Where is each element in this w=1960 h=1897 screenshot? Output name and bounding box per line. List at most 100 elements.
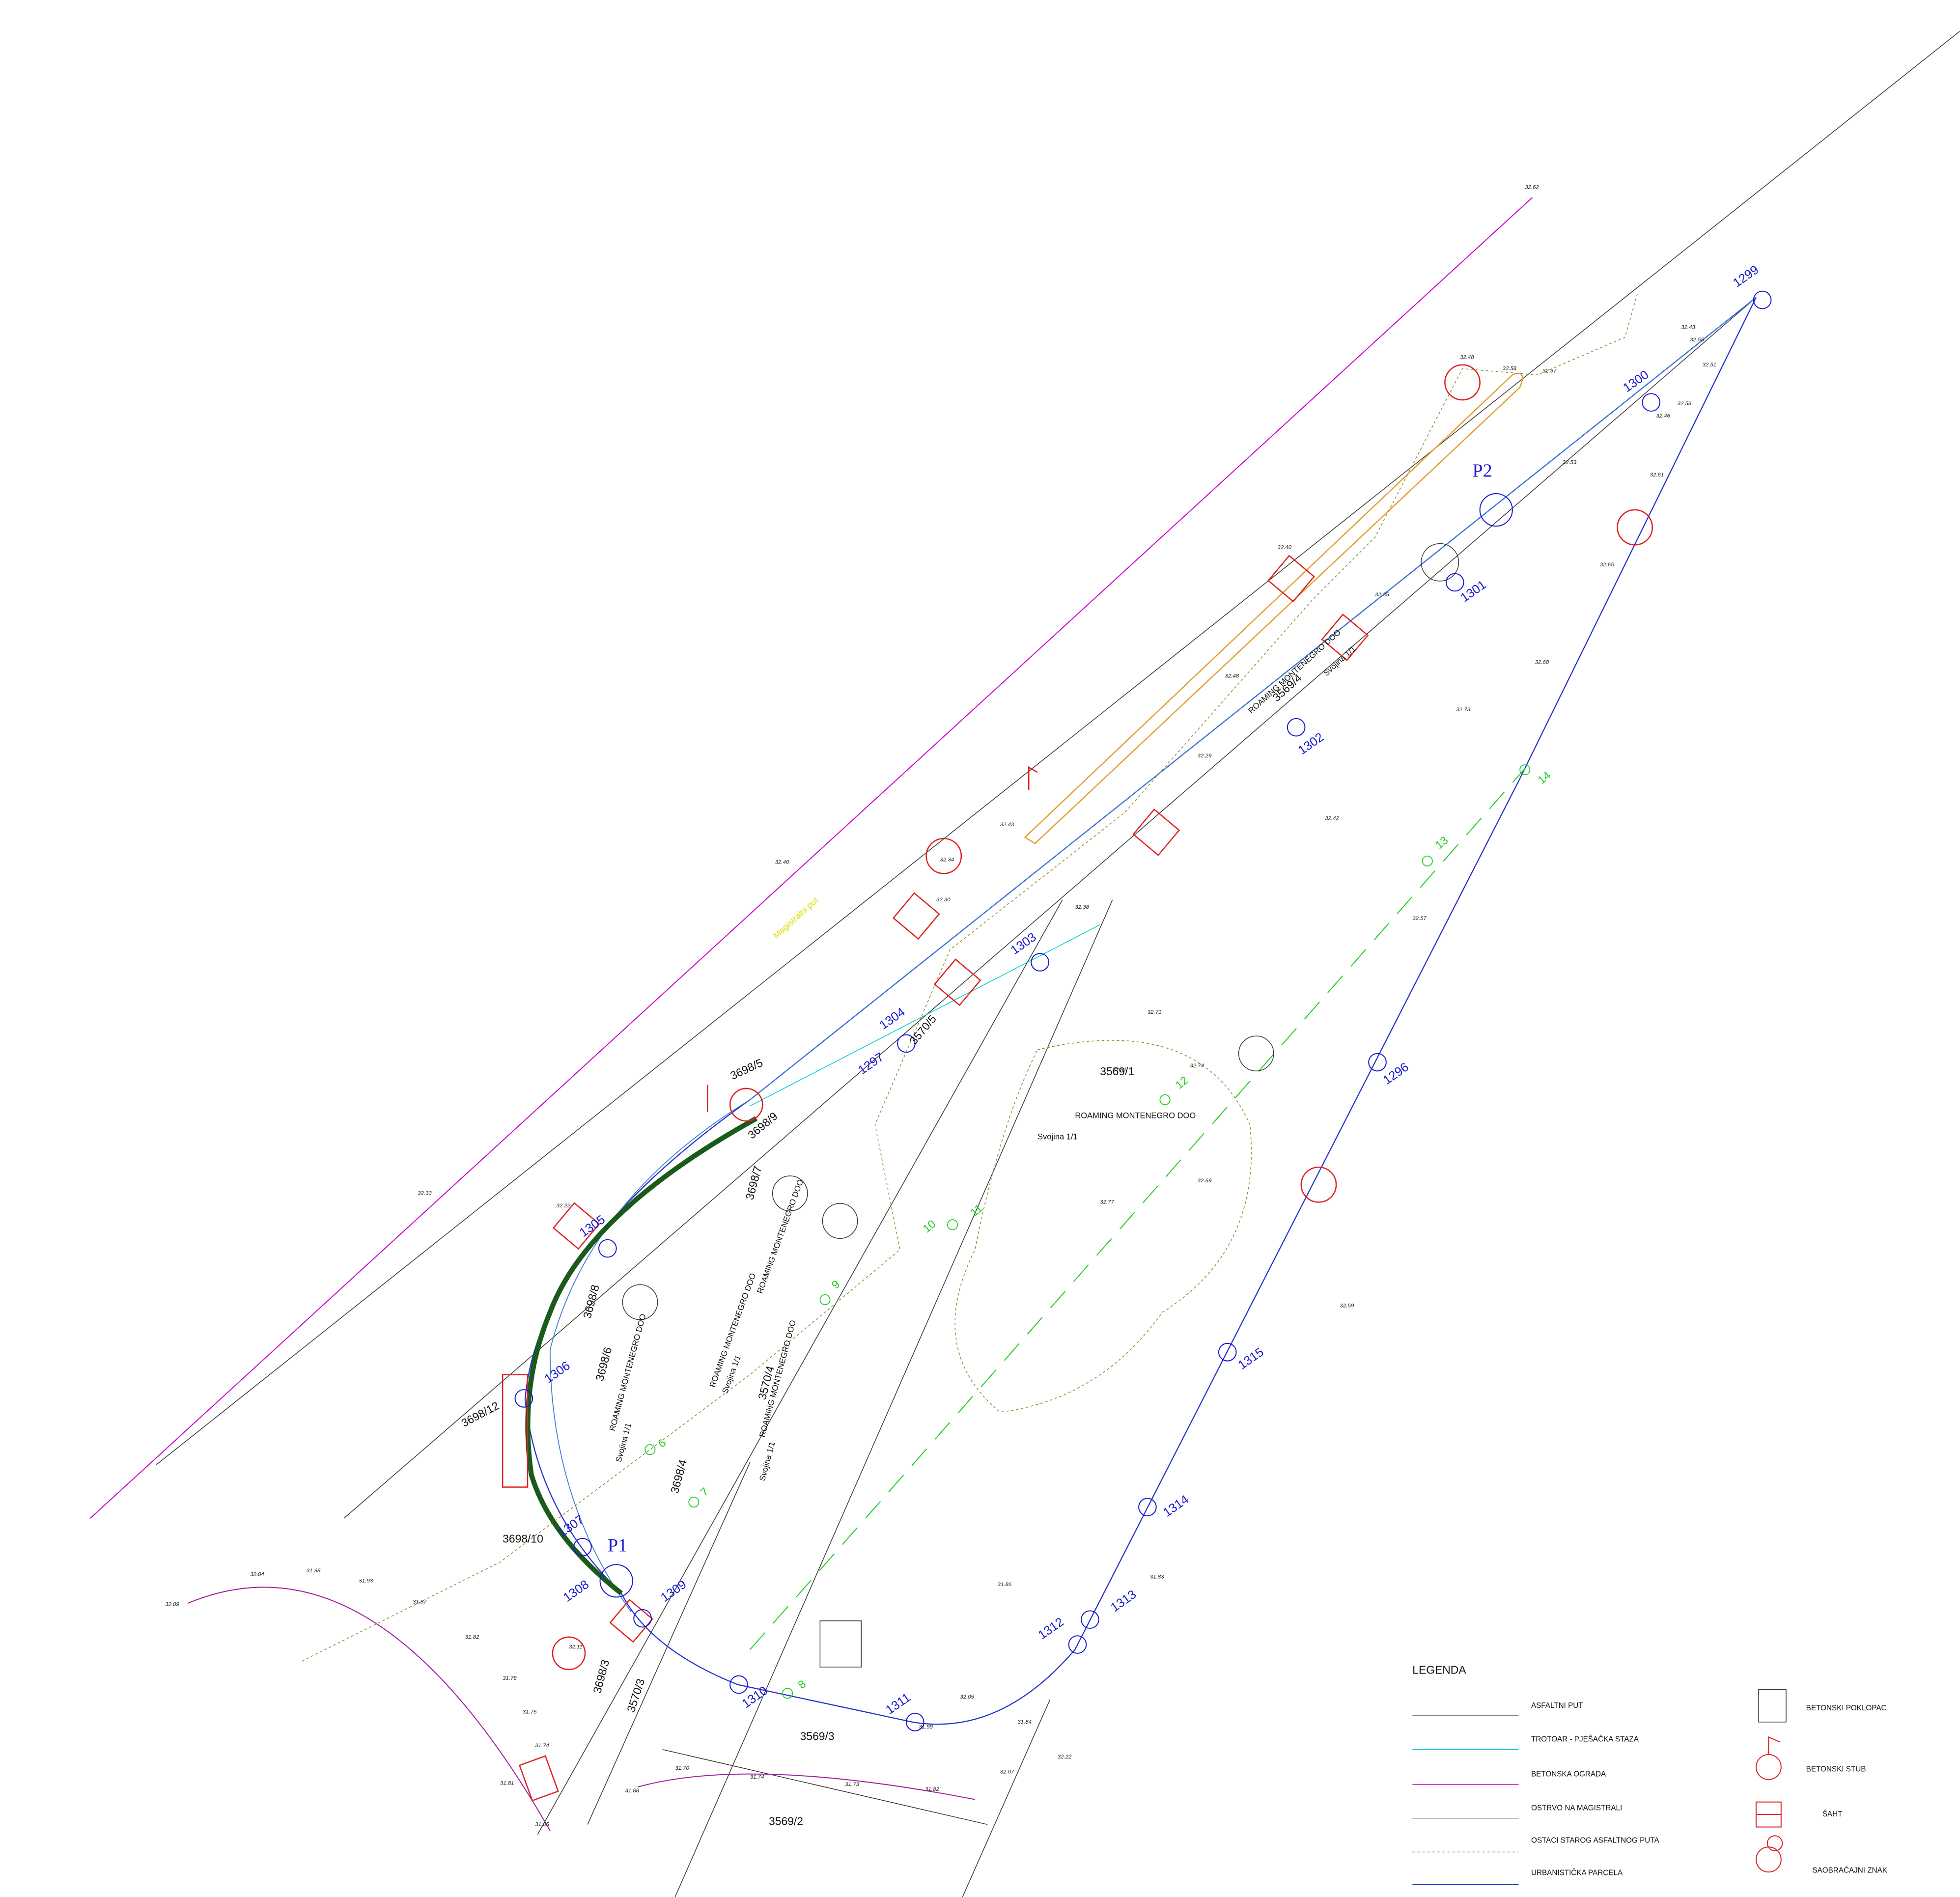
elevation: 31.74 <box>535 1743 549 1749</box>
chainage: 7 <box>698 1485 711 1499</box>
elevation: 32.58 <box>1678 401 1692 407</box>
elevation: 32.58 <box>1502 366 1516 372</box>
chainage: 11 <box>968 1201 985 1219</box>
legend-item: ŠAHT <box>1822 1810 1843 1818</box>
chainage: 8 <box>795 1677 808 1691</box>
parcel-label: 3698/6 <box>593 1346 614 1382</box>
boundary-point: 1305 <box>577 1213 608 1240</box>
boundary-point: 1297 <box>856 1050 886 1077</box>
boundary-point: 1299 <box>1731 263 1761 290</box>
elevation: 32.29 <box>1198 753 1212 759</box>
legend-item: ASFALTNI PUT <box>1531 1702 1583 1710</box>
owner-label: ROAMING MONTENEGRO DOO <box>755 1178 805 1295</box>
legend-title: LEGENDA <box>1412 1664 1466 1676</box>
elevation: 31.74 <box>750 1774 764 1780</box>
elevation: 31.73 <box>845 1782 859 1787</box>
legend-item: OSTACI STAROG ASFALTNOG PUTA <box>1531 1837 1660 1845</box>
station: P2 <box>1472 460 1492 481</box>
chainage: 13 <box>1433 834 1451 851</box>
elevation: 31.87 <box>413 1599 427 1605</box>
elevation: 32.38 <box>1075 904 1089 910</box>
chainage: 9 <box>829 1278 842 1291</box>
elevation: 32.40 <box>775 859 789 865</box>
elevation: 32.61 <box>1650 472 1664 478</box>
parcel-label: 3698/10 <box>503 1532 543 1545</box>
elevation: 31.86 <box>998 1582 1012 1588</box>
boundary-point: 1301 <box>1458 578 1488 605</box>
share-label: Svojina 1/1 <box>757 1441 777 1482</box>
owner-label: ROAMING MONTENEGRO DOO <box>1075 1111 1196 1120</box>
chainage: 14 <box>1535 769 1553 786</box>
elevation: 32.53 <box>1563 459 1577 465</box>
elevation: 32.33 <box>418 1191 432 1197</box>
boundary-point: 1306 <box>542 1359 572 1386</box>
elevation: 32.22 <box>557 1203 571 1209</box>
boundary-point: 1308 <box>561 1578 591 1605</box>
chainage: 6 <box>655 1436 668 1450</box>
elevation: 32.05 <box>960 1694 974 1700</box>
elevation: 32.48 <box>1460 355 1474 361</box>
elevation: 32.48 <box>1225 673 1239 679</box>
parcel-label: 3569/3 <box>800 1730 835 1742</box>
boundary-point: 1303 <box>1008 930 1038 957</box>
labels: LEGENDA ASFALTNI PUT TROTOAR - PJEŠAČKA … <box>771 895 1887 1877</box>
parcel-label: 3569/1 <box>1100 1065 1134 1078</box>
elevation: 32.09 <box>165 1602 179 1608</box>
elevation: 32.57 <box>1542 368 1557 374</box>
elevation: 32.46 <box>1656 413 1670 419</box>
elevation: 32.57 <box>1412 916 1427 921</box>
parcel-label: 3698/3 <box>590 1658 612 1695</box>
elevation: 32.40 <box>1278 544 1292 550</box>
legend-item: URBANISTIČKA PARCELA <box>1531 1869 1623 1877</box>
legend-item: BETONSKI STUB <box>1806 1765 1866 1774</box>
elevation: 31.82 <box>465 1634 479 1640</box>
parcel-label: 3698/7 <box>743 1165 764 1201</box>
chainage: 10 <box>920 1217 938 1235</box>
elevation: 31.88 <box>625 1788 639 1794</box>
boundary-point: 1296 <box>1381 1060 1411 1087</box>
legend-item: BETONSKI POKLOPAC <box>1806 1704 1887 1712</box>
parcel-label: 3569/2 <box>769 1814 803 1827</box>
elevation: 31.85 <box>535 1821 549 1827</box>
boundary-point: 1300 <box>1621 368 1651 395</box>
linework <box>89 31 1960 1897</box>
elevation: 32.69 <box>1198 1178 1212 1184</box>
elevation: 31.83 <box>1150 1574 1164 1580</box>
elevation: 32.30 <box>936 897 951 903</box>
elevation: 31.98 <box>307 1568 321 1574</box>
generated-labels: 3569/43569/13569/23569/33570/53570/43570… <box>165 185 1761 1828</box>
elevation: 32.65 <box>1600 562 1614 568</box>
boundary-point: 1304 <box>877 1005 907 1032</box>
elevation: 31.84 <box>1017 1719 1032 1725</box>
elevation: 32.73 <box>1456 707 1470 713</box>
parcel-label: 3698/12 <box>459 1399 501 1429</box>
elevation: 31.70 <box>675 1765 689 1771</box>
owner-label: ROAMING MONTENEGRO DOO <box>608 1313 648 1432</box>
share-label: Svojina 1/1 <box>1321 644 1357 678</box>
parcel-label: 3698/4 <box>668 1458 689 1495</box>
chainage: 12 <box>1173 1074 1190 1091</box>
elevation: 32.68 <box>1535 659 1549 665</box>
elevation: 32.51 <box>1703 362 1717 368</box>
elevation: 31.93 <box>359 1578 373 1584</box>
elevation: 32.34 <box>940 857 954 863</box>
elevation: 32.55 <box>1690 337 1704 343</box>
elevation: 32.81 <box>1113 1067 1127 1073</box>
elevation: 32.71 <box>1148 1009 1162 1015</box>
parcel-label: 3698/5 <box>728 1056 764 1082</box>
parcel-label: 3698/9 <box>745 1110 780 1142</box>
elevation: 31.75 <box>523 1709 537 1715</box>
elevation: 32.04 <box>250 1572 264 1578</box>
elevation: 32.74 <box>1190 1063 1204 1069</box>
parcel-label: 3698/8 <box>581 1283 602 1320</box>
elevation: 32.07 <box>1000 1769 1014 1775</box>
elevation: 31.78 <box>503 1675 517 1681</box>
elevation: 32.11 <box>569 1644 583 1650</box>
elevation: 32.59 <box>1340 1303 1354 1309</box>
boundary-point: 1309 <box>658 1578 689 1605</box>
elevation: 31.99 <box>919 1724 933 1730</box>
elevation: 32.43 <box>1681 325 1695 331</box>
elevation: 32.62 <box>1525 185 1539 191</box>
boundary-point: 1312 <box>1036 1615 1066 1642</box>
